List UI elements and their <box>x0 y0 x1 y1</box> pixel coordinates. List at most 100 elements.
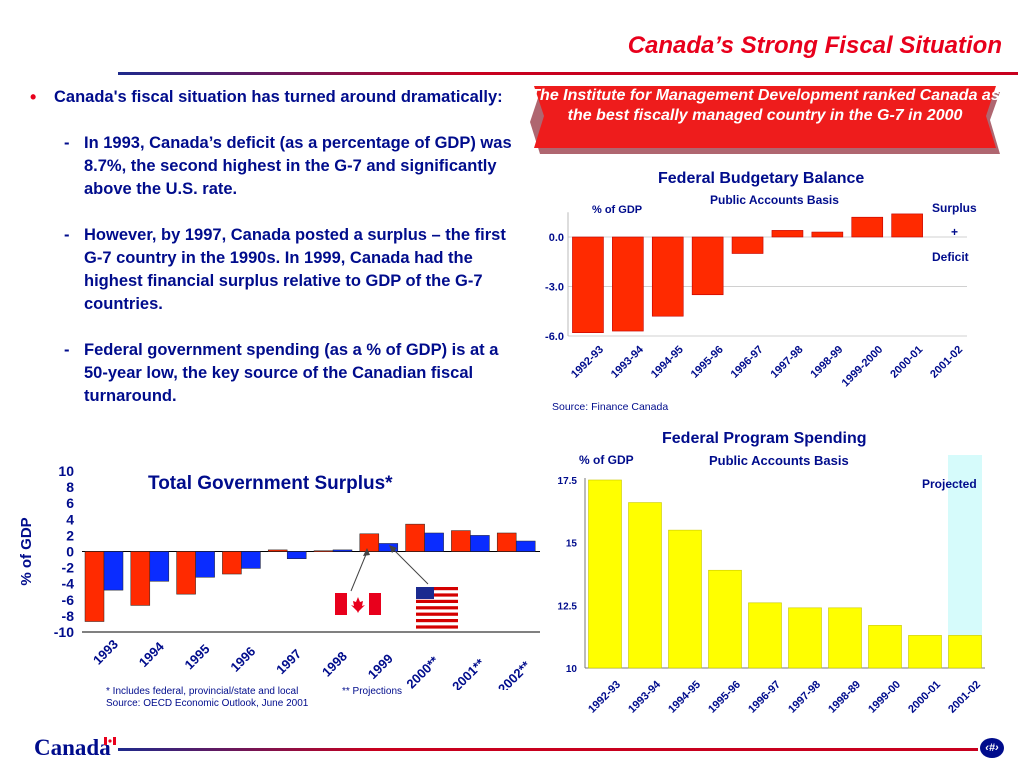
canada-flag-band-right <box>369 593 381 615</box>
program-xtick: 1998-89 <box>826 679 863 716</box>
budgetary-xtick: 2000-01 <box>888 344 925 381</box>
total-ytick: -10 <box>54 624 74 640</box>
program-projected-shade <box>948 455 982 668</box>
total-bar-canada <box>176 551 196 595</box>
dash-icon: - <box>64 134 70 152</box>
total-ytick: 0 <box>66 544 74 560</box>
total-xtick: 1996 <box>227 644 258 675</box>
usa-flag-stripe <box>416 587 458 591</box>
program-xtick: 1992-93 <box>586 679 623 716</box>
total-bar-canada <box>84 551 105 622</box>
budgetary-legend-surplus: Surplus <box>932 201 977 215</box>
budgetary-ytick: -3.0 <box>545 282 564 294</box>
slide-title: Canada’s Strong Fiscal Situation <box>627 32 1002 59</box>
total-ytick: -6 <box>62 592 75 608</box>
budgetary-title: Federal Budgetary Balance <box>658 170 865 187</box>
total-projection-note: ** Projections <box>342 686 403 697</box>
program-bar <box>628 502 662 669</box>
program-xtick: 1996-97 <box>746 679 783 716</box>
canada-flag-band-left <box>335 593 347 615</box>
budgetary-ytick: -6.0 <box>545 331 564 343</box>
wordmark-text: Canada <box>34 735 111 760</box>
total-bar-canada <box>222 551 242 575</box>
banner-shape <box>530 86 1000 154</box>
usa-flag-icon <box>416 587 458 629</box>
sub-bullet-text: Federal government spending (as a % of G… <box>84 341 499 405</box>
budgetary-xtick: 2001-02 <box>928 344 965 381</box>
canada-flag-icon <box>335 593 381 615</box>
program-ytick: 17.5 <box>558 476 578 487</box>
program-ytick: 15 <box>566 539 578 550</box>
total-ytick: 10 <box>58 463 74 479</box>
usa-flag-canton <box>416 587 434 599</box>
bullet-list: • Canada's fiscal situation has turned a… <box>30 86 525 408</box>
total-xtick: 1997 <box>273 646 304 677</box>
budgetary-xtick: 1997-98 <box>769 344 806 381</box>
budgetary-ytick: 0.0 <box>549 232 564 244</box>
canada-pointer-arrowhead <box>363 548 370 556</box>
budgetary-bar <box>651 236 684 317</box>
usa-flag-stripe <box>416 593 458 597</box>
program-xtick: 2001-02 <box>946 679 983 716</box>
total-bar-canada <box>405 523 425 552</box>
total-bar-canada <box>267 549 288 552</box>
budgetary-bar <box>612 236 644 332</box>
banner-text: The Institute for Management Development… <box>530 87 1000 124</box>
budgetary-legend-deficit: Deficit <box>932 250 969 264</box>
sub-bullet: - Federal government spending (as a % of … <box>30 339 525 408</box>
budgetary-bar <box>731 236 764 254</box>
total-bar-us <box>378 543 399 552</box>
total-ylabel: % of GDP <box>18 517 35 585</box>
program-bar <box>668 529 702 669</box>
canada-pointer-line <box>350 551 368 592</box>
total-xtick: 1999 <box>365 651 396 682</box>
total-xtick: 1998 <box>319 649 350 680</box>
total-ytick: -2 <box>62 560 75 576</box>
dash-icon: - <box>64 226 70 244</box>
program-ylabel: % of GDP <box>579 453 634 467</box>
total-bar-canada <box>496 532 517 552</box>
program-chart: 17.5 15 12.5 10 1992-93 1993-94 1994-95 1995-96… <box>558 455 985 716</box>
total-footnote: * Includes federal, provincial/state and… <box>106 686 299 697</box>
total-bar-us <box>241 551 261 569</box>
program-bar <box>588 479 622 669</box>
total-bar-us <box>195 551 215 578</box>
budgetary-ylabel: % of GDP <box>592 204 643 216</box>
budgetary-xtick: 1996-97 <box>729 344 766 381</box>
budgetary-bar <box>771 230 804 238</box>
bullet-icon: • <box>30 87 37 107</box>
usa-flag-stripe <box>416 612 458 616</box>
total-ytick: 2 <box>66 527 74 543</box>
budgetary-xtick: 1999-2000 <box>840 344 886 390</box>
program-bar <box>908 635 942 669</box>
budgetary-bar <box>811 231 844 238</box>
sub-bullet-text: However, by 1997, Canada posted a surplu… <box>84 226 506 313</box>
title-rule <box>118 72 1018 75</box>
wordmark-flag-icon <box>104 737 116 745</box>
program-bar <box>868 625 902 669</box>
total-xtick: 2001** <box>449 655 488 690</box>
budgetary-bar <box>891 213 923 238</box>
total-title: Total Government Surplus* <box>148 473 393 494</box>
usa-flag-stripe <box>416 619 458 623</box>
program-subtitle: Public Accounts Basis <box>709 453 849 468</box>
usa-flag-stripe <box>416 599 458 603</box>
program-xtick: 1999-00 <box>866 679 903 716</box>
total-ytick: 8 <box>66 479 74 495</box>
program-xtick: 2000-01 <box>906 679 943 716</box>
program-bar <box>748 602 782 669</box>
total-ytick: -8 <box>62 608 75 624</box>
budgetary-xtick: 1993-94 <box>609 343 647 381</box>
total-bar-us <box>332 549 353 552</box>
maple-leaf-icon <box>351 597 365 613</box>
program-bar <box>788 607 822 669</box>
total-source: Source: OECD Economic Outlook, June 2001 <box>106 698 309 709</box>
budgetary-xtick: 1994-95 <box>649 344 686 381</box>
total-ytick: 4 <box>66 511 74 527</box>
sub-bullet: - However, by 1997, Canada posted a surpl… <box>30 224 525 316</box>
total-ytick: -4 <box>62 576 75 592</box>
budgetary-bar <box>572 236 604 333</box>
program-title: Federal Program Spending <box>662 430 867 447</box>
